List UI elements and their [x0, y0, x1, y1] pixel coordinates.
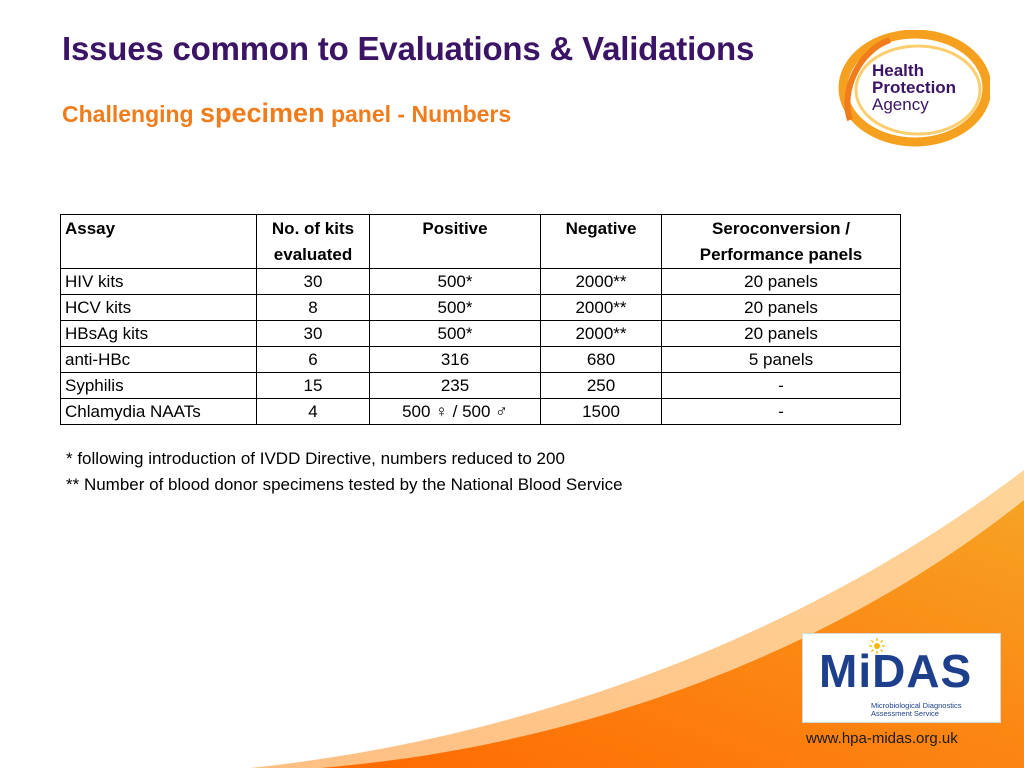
- cell-kits: 4: [256, 398, 370, 425]
- cell-negative: 2000**: [540, 268, 662, 295]
- cell-assay: Chlamydia NAATs: [60, 398, 257, 425]
- cell-negative: 680: [540, 346, 662, 373]
- cell-kits: 6: [256, 346, 370, 373]
- hpa-logo-ring: [838, 30, 990, 147]
- subtitle-part-1: Challenging: [62, 101, 200, 127]
- subtitle-part-2: specimen: [200, 98, 325, 128]
- cell-kits: 8: [256, 294, 370, 321]
- cell-kits: 30: [256, 320, 370, 347]
- cell-negative: 1500: [540, 398, 662, 425]
- header-seroconversion: Seroconversion / Performance panels: [661, 214, 901, 269]
- hpa-line-2: Protection: [872, 78, 957, 97]
- header-kits-line-1: No. of kits: [271, 219, 355, 238]
- header-sero-line-1: Seroconversion /: [712, 219, 850, 238]
- midas-tagline-line-2: Assessment Service: [871, 709, 939, 718]
- cell-assay: Syphilis: [60, 372, 257, 399]
- header-negative: Negative: [540, 214, 662, 269]
- cell-panels: 5 panels: [661, 346, 901, 373]
- cell-positive: 235: [369, 372, 541, 399]
- midas-tagline: Microbiological Diagnostics Assessment S…: [871, 702, 961, 718]
- header-sero-line-2: Performance panels: [699, 245, 863, 264]
- footnotes: * following introduction of IVDD Directi…: [66, 446, 623, 498]
- cell-positive: 316: [369, 346, 541, 373]
- table-row: HCV kits 8 500* 2000** 20 panels: [60, 294, 901, 321]
- cell-negative: 250: [540, 372, 662, 399]
- table-row: Chlamydia NAATs 4 500 ♀ / 500 ♂ 1500 -: [60, 398, 901, 425]
- header-positive: Positive: [369, 214, 541, 269]
- cell-assay: HIV kits: [60, 268, 257, 295]
- header-kits-line-2: evaluated: [273, 245, 353, 264]
- table-row: HBsAg kits 30 500* 2000** 20 panels: [60, 320, 901, 347]
- footnote-1: * following introduction of IVDD Directi…: [66, 449, 565, 468]
- header-assay: Assay: [60, 214, 257, 269]
- table-row: Syphilis 15 235 250 -: [60, 372, 901, 399]
- midas-logo: MiDAS Microbiological Diagnostics Assess…: [802, 633, 1001, 723]
- cell-assay: HBsAg kits: [60, 320, 257, 347]
- midas-tagline-line-1: Microbiological Diagnostics: [871, 701, 962, 710]
- cell-positive: 500*: [369, 320, 541, 347]
- hpa-line-1: Health: [872, 61, 924, 80]
- slide-subtitle: Challenging specimen panel - Numbers: [62, 98, 511, 129]
- slide-title: Issues common to Evaluations & Validatio…: [62, 30, 755, 67]
- footer-url: www.hpa-midas.org.uk: [806, 730, 958, 747]
- header-kits: No. of kits evaluated: [256, 214, 370, 269]
- cell-panels: -: [661, 372, 901, 399]
- hpa-logo-text: Health Protection Agency: [872, 62, 956, 113]
- subtitle-part-3: panel - Numbers: [324, 101, 512, 127]
- cell-panels: 20 panels: [661, 320, 901, 347]
- cell-assay: anti-HBc: [60, 346, 257, 373]
- cell-kits: 15: [256, 372, 370, 399]
- table-row: HIV kits 30 500* 2000** 20 panels: [60, 268, 901, 295]
- cell-assay: HCV kits: [60, 294, 257, 321]
- table-row: anti-HBc 6 316 680 5 panels: [60, 346, 901, 373]
- footnote-2: ** Number of blood donor specimens teste…: [66, 475, 623, 494]
- midas-wordmark: MiDAS: [819, 645, 973, 697]
- kits-table: Assay No. of kits evaluated Positive Nega…: [60, 214, 901, 425]
- cell-panels: 20 panels: [661, 268, 901, 295]
- table-header-row: Assay No. of kits evaluated Positive Nega…: [60, 214, 901, 269]
- cell-negative: 2000**: [540, 320, 662, 347]
- cell-panels: -: [661, 398, 901, 425]
- cell-positive: 500*: [369, 294, 541, 321]
- cell-positive: 500 ♀ / 500 ♂: [369, 398, 541, 425]
- hpa-line-3: Agency: [872, 95, 929, 114]
- cell-panels: 20 panels: [661, 294, 901, 321]
- midas-sun-icon: [869, 638, 885, 654]
- cell-positive: 500*: [369, 268, 541, 295]
- cell-kits: 30: [256, 268, 370, 295]
- cell-negative: 2000**: [540, 294, 662, 321]
